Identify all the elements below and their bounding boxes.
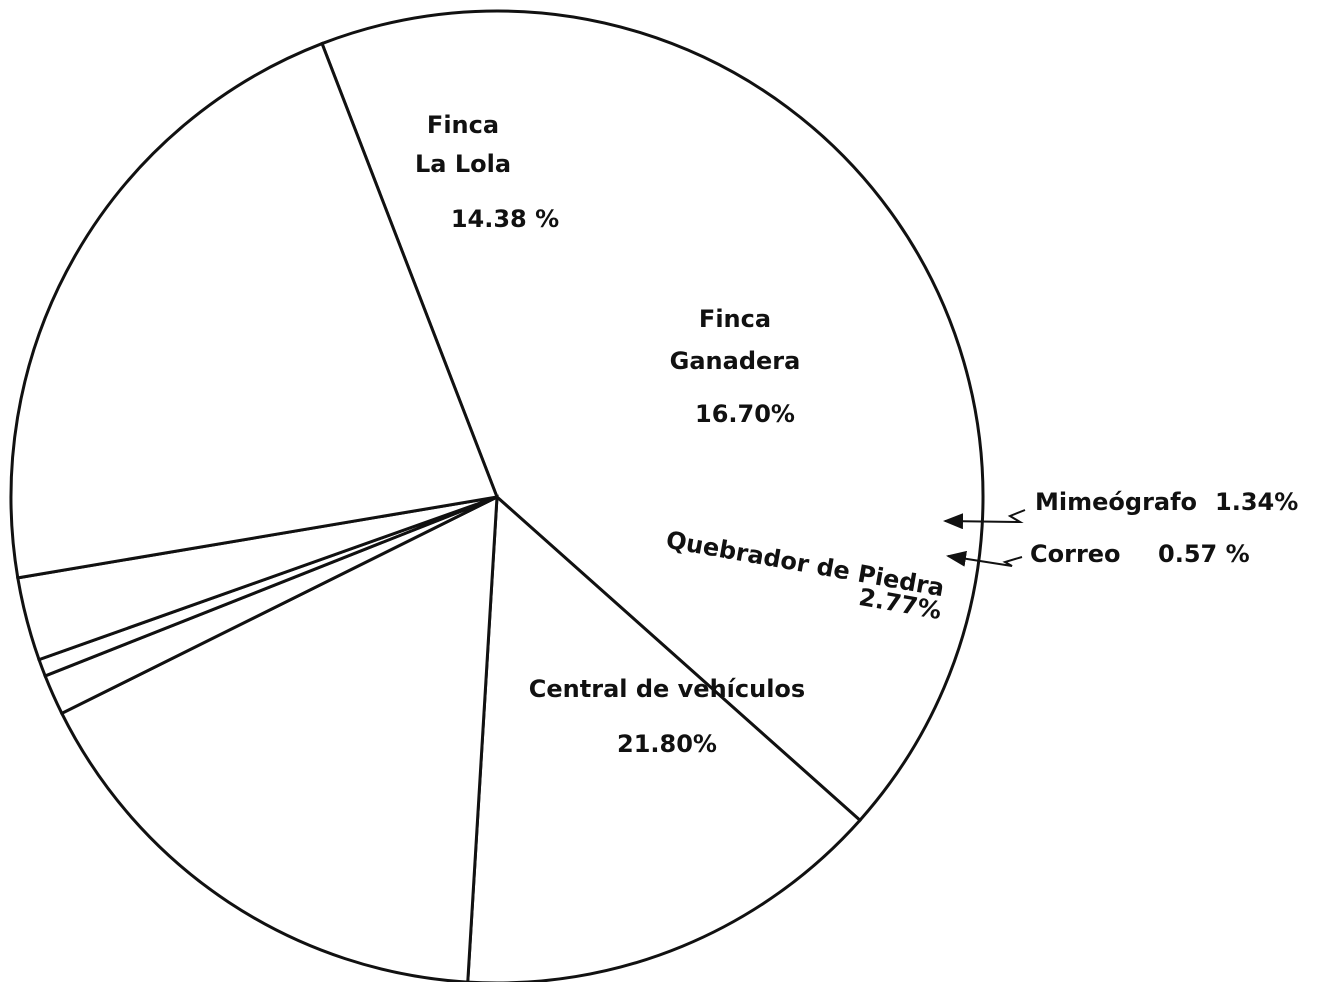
- slice-label: Finca: [699, 305, 771, 333]
- slice-label: Central de vehículos: [529, 675, 805, 703]
- value-label: 16.70%: [695, 400, 795, 428]
- slice-label: La Lola: [415, 150, 511, 178]
- pie-slice: [320, 9, 985, 823]
- slice-label: Ganadera: [670, 347, 801, 375]
- value-label: 1.34%: [1215, 488, 1298, 516]
- value-label: 21.80%: [617, 730, 717, 758]
- value-label: 0.57 %: [1158, 540, 1250, 568]
- leader-arrow: [946, 550, 1023, 567]
- pie-slice: [466, 493, 863, 982]
- value-label: 14.38 %: [451, 205, 559, 233]
- pie-slice: [9, 41, 500, 580]
- slice-label: Mimeógrafo: [1035, 488, 1197, 516]
- leader-arrow: [943, 509, 1026, 530]
- slice-label: Correo: [1030, 540, 1121, 568]
- pie-slice: [59, 494, 499, 982]
- slice-label: Finca: [427, 111, 499, 139]
